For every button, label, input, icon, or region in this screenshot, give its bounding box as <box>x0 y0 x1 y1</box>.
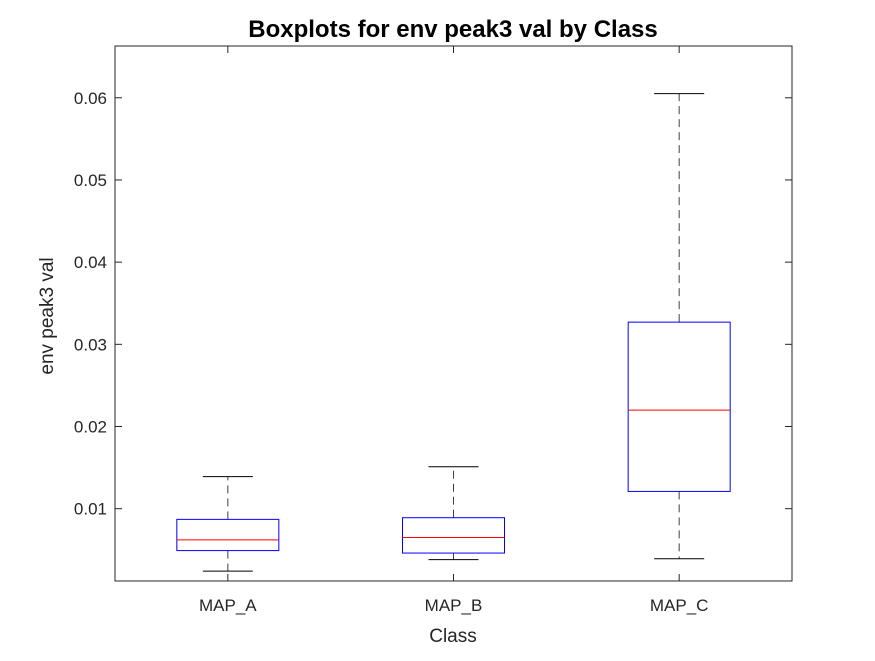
box-map-a <box>176 476 280 572</box>
x-tick-label: MAP_C <box>650 596 709 615</box>
iqr-box <box>627 321 731 492</box>
box-map-b <box>402 466 505 561</box>
x-tick-label: MAP_B <box>425 596 483 615</box>
box-map-c <box>627 93 731 560</box>
y-tick-label: 0.04 <box>74 253 107 272</box>
iqr-box <box>176 518 280 552</box>
iqr-box <box>402 517 505 554</box>
y-tick-label: 0.03 <box>74 335 107 354</box>
y-tick-label: 0.05 <box>74 171 107 190</box>
y-tick-label: 0.01 <box>74 500 107 519</box>
y-tick-label: 0.06 <box>74 89 107 108</box>
plot-area: 0.01 0.02 0.03 0.04 0.05 0.06 MAP_A MAP_B MAP_C <box>74 45 793 615</box>
chart-title: Boxplots for env peak3 val by Class <box>248 16 658 43</box>
x-tick-label: MAP_A <box>199 596 257 615</box>
x-axis-label: Class <box>429 626 477 647</box>
y-axis-label: env peak3 val <box>37 257 58 374</box>
y-tick-label: 0.02 <box>74 417 107 436</box>
